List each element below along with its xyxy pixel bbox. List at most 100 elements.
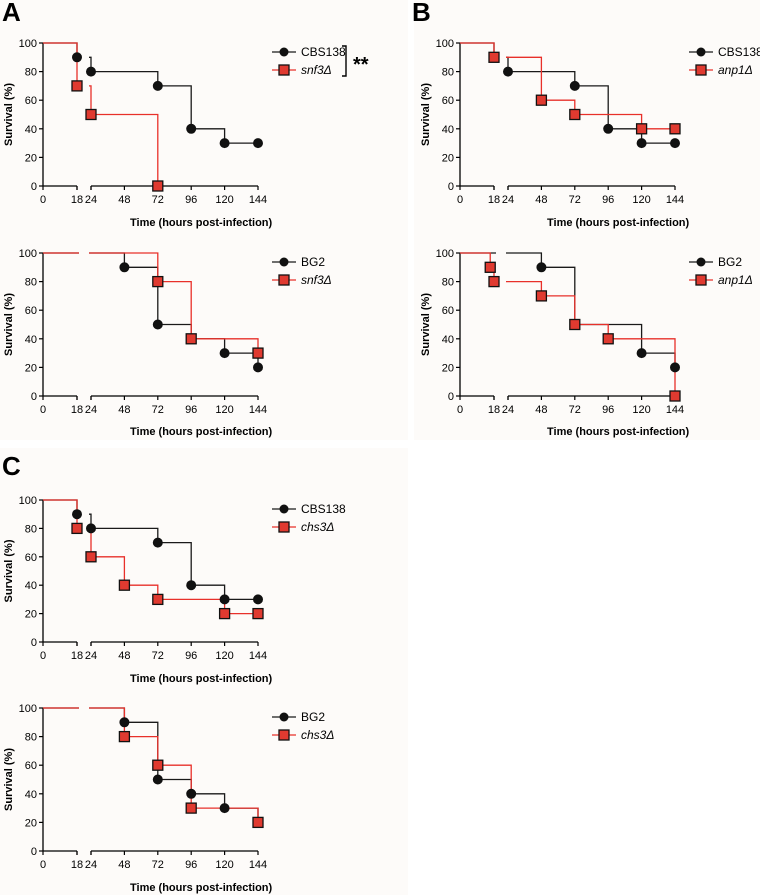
data-point-circle — [253, 594, 263, 605]
data-point-square — [535, 94, 548, 106]
data-point-circle — [569, 80, 580, 91]
x-tick-label: 96 — [602, 194, 614, 206]
data-point-circle — [670, 362, 680, 373]
survival-chart-6: 0 20 40 60 80 100 0 18 24 48 72 96 120 144 Survival (%… — [3, 703, 334, 894]
x-tick-label: 48 — [118, 859, 130, 871]
data-point-circle — [152, 80, 163, 91]
data-point-square — [71, 80, 83, 92]
y-tick-label: 40 — [442, 334, 454, 346]
y-tick-label: 80 — [25, 523, 37, 535]
y-tick-label: 40 — [25, 334, 37, 346]
x-tick-label: 72 — [152, 859, 164, 871]
x-tick-label: 18 — [71, 859, 83, 871]
data-point-circle — [503, 66, 513, 77]
y-axis-label: Survival (%) — [3, 83, 15, 146]
y-tick-label: 40 — [25, 789, 37, 801]
y-tick-label: 100 — [436, 248, 454, 260]
data-point-circle — [219, 348, 230, 359]
data-point-circle — [152, 537, 163, 548]
data-point-circle — [186, 123, 197, 134]
x-tick-label: 120 — [632, 404, 650, 416]
data-point-circle — [536, 262, 547, 273]
data-point-square — [152, 759, 164, 771]
legend-label: BG2 — [301, 255, 325, 269]
x-tick-label: 48 — [535, 194, 547, 206]
axis-break — [79, 251, 89, 404]
panel-letter-b: B — [412, 0, 431, 27]
data-point-square — [85, 551, 97, 563]
legend-marker-square — [695, 274, 707, 286]
x-tick-label: 144 — [666, 404, 684, 416]
data-point-square — [185, 333, 197, 345]
x-tick-label: 144 — [249, 650, 267, 662]
y-tick-label: 60 — [25, 305, 37, 317]
panel-c-background — [0, 448, 408, 895]
data-point-circle — [219, 594, 230, 605]
legend-label: BG2 — [718, 255, 742, 269]
y-tick-label: 40 — [25, 580, 37, 592]
y-tick-label: 20 — [25, 152, 37, 164]
x-tick-label: 144 — [249, 194, 267, 206]
x-tick-label: 18 — [71, 650, 83, 662]
data-point-square — [535, 290, 548, 302]
x-tick-label: 96 — [185, 859, 197, 871]
x-tick-label: 24 — [502, 194, 514, 206]
x-axis-label: Time (hours post-infection) — [547, 217, 690, 229]
data-point-circle — [219, 138, 230, 149]
data-point-circle — [119, 717, 130, 728]
legend-marker-circle — [279, 47, 289, 57]
data-point-circle — [72, 509, 82, 520]
data-point-square — [488, 275, 500, 288]
y-tick-label: 0 — [31, 637, 37, 649]
data-point-square — [669, 390, 681, 402]
series-line-mutant — [460, 42, 675, 130]
y-tick-label: 60 — [442, 305, 454, 317]
x-tick-label: 96 — [185, 194, 197, 206]
y-tick-label: 20 — [25, 817, 37, 829]
data-point-circle — [152, 319, 163, 330]
data-point-circle — [72, 52, 82, 63]
series-line-mutant — [460, 252, 676, 396]
x-tick-label: 144 — [249, 859, 267, 871]
y-axis-label: Survival (%) — [420, 83, 432, 146]
x-tick-label: 48 — [118, 404, 130, 416]
y-axis-label: Survival (%) — [420, 293, 432, 356]
panel-letter-c: C — [2, 451, 21, 481]
y-tick-label: 100 — [19, 38, 37, 50]
x-tick-label: 24 — [502, 404, 514, 416]
data-point-square — [218, 607, 231, 620]
x-tick-label: 120 — [215, 650, 233, 662]
y-axis-label: Survival (%) — [3, 293, 15, 356]
x-tick-label: 0 — [40, 859, 46, 871]
data-point-square — [669, 123, 681, 135]
legend-label: CBS138 — [718, 45, 760, 59]
x-axis-label: Time (hours post-infection) — [547, 426, 690, 438]
significance-bracket — [342, 45, 347, 77]
data-point-circle — [186, 580, 197, 591]
x-tick-label: 144 — [666, 194, 684, 206]
y-axis-label: Survival (%) — [3, 539, 15, 602]
survival-chart-1: 0 20 40 60 80 100 0 18 24 48 72 96 120 144 Survival (%… — [3, 38, 369, 229]
x-axis-label: Time (hours post-infection) — [130, 882, 273, 894]
legend-marker-square — [278, 64, 290, 76]
data-point-circle — [253, 362, 263, 373]
x-tick-label: 72 — [569, 194, 581, 206]
y-tick-label: 80 — [442, 67, 454, 79]
x-tick-label: 48 — [118, 650, 130, 662]
legend-marker-square — [278, 729, 290, 741]
legend-marker-square — [278, 521, 290, 533]
panel-letter-a: A — [2, 0, 21, 27]
y-tick-label: 60 — [25, 95, 37, 107]
x-tick-label: 0 — [40, 404, 46, 416]
legend-marker-circle — [279, 712, 289, 722]
data-point-circle — [636, 348, 647, 359]
axis-break — [79, 706, 89, 859]
y-tick-label: 20 — [25, 362, 37, 374]
y-tick-label: 20 — [442, 362, 454, 374]
y-tick-label: 0 — [31, 391, 37, 403]
data-point-circle — [603, 123, 614, 134]
x-tick-label: 96 — [185, 650, 197, 662]
y-tick-label: 100 — [19, 248, 37, 260]
survival-chart-3: 0 20 40 60 80 100 0 18 24 48 72 96 120 144 Survival (%… — [420, 38, 760, 229]
legend-marker-circle — [279, 257, 289, 267]
